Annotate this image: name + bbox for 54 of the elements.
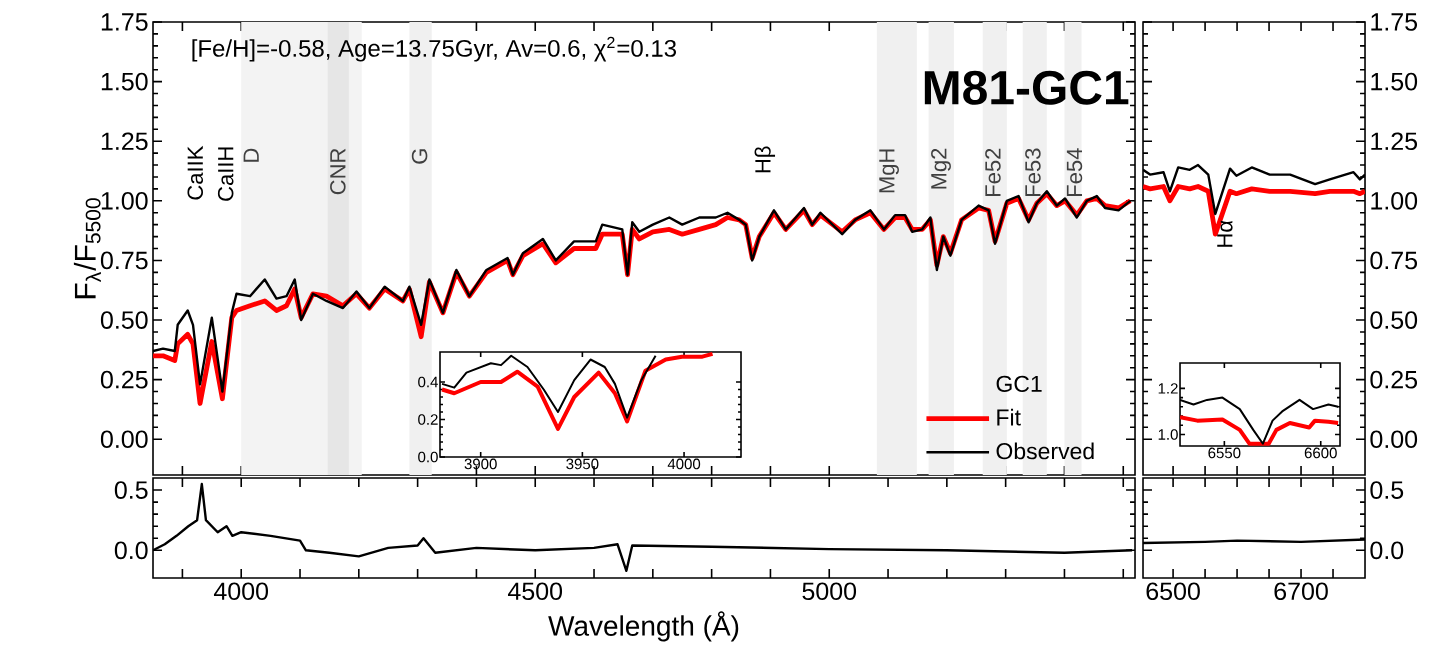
y-tick-label: 0.25 <box>100 370 148 389</box>
y-tick-label: 0.0 <box>114 541 148 560</box>
y-tick-label: 0.0 <box>1370 541 1404 560</box>
band-label: CNR <box>330 148 346 195</box>
band-label: Fe53 <box>1025 148 1041 196</box>
y-tick-label: 1.50 <box>1371 72 1418 91</box>
y-axis-title: F$_{λ}$/F$_{5500}$ <box>73 198 101 299</box>
y-tick-label: 0.75 <box>100 251 148 270</box>
x-tick-label: 4000 <box>667 458 701 470</box>
x-tick-label: 4000 <box>213 582 269 601</box>
band-label: D <box>243 148 259 162</box>
y-tick-label: 1.0 <box>1158 429 1178 440</box>
annotation: [Fe/H]=-0.58, Age=13.75Gyr, Av=0.6, χ$^{2}$=0.13 <box>192 36 677 62</box>
legend-title: GC1 <box>996 375 1042 392</box>
y-tick-label: 0.00 <box>100 430 148 449</box>
y-tick-label: 1.75 <box>1371 13 1418 31</box>
band-label: MgH <box>879 149 899 193</box>
annotation: Hβ <box>754 146 776 173</box>
y-tick-label: 1.2 <box>1158 383 1178 394</box>
y-tick-label: 0.50 <box>100 311 148 329</box>
y-tick-label: 0.4 <box>418 376 438 388</box>
x-tick-label: 3950 <box>566 458 599 470</box>
y-tick-label: 0.00 <box>1370 430 1418 449</box>
y-tick-label: 0.50 <box>1370 311 1418 329</box>
annotation: CaIIK <box>187 145 204 200</box>
y-tick-label: 0.0 <box>418 451 438 463</box>
x-tick-label: 4500 <box>507 582 563 601</box>
x-tick-label: 6550 <box>1208 447 1241 459</box>
y-tick-label: 1.25 <box>101 132 148 151</box>
y-tick-label: 1.75 <box>101 13 148 31</box>
x-tick-label: 3900 <box>464 458 497 470</box>
band-label: Fe52 <box>985 148 1001 196</box>
legend-label: Observed <box>996 442 1094 460</box>
y-tick-label: 0.75 <box>1370 251 1418 270</box>
band-label: G <box>411 149 428 164</box>
x-tick-label: 6500 <box>1146 582 1200 601</box>
x-tick-label: 6700 <box>1274 582 1328 601</box>
y-tick-label: 0.25 <box>1370 370 1418 389</box>
y-tick-label: 0.2 <box>418 414 438 425</box>
annotation: Hα <box>1217 220 1233 247</box>
y-tick-label: 1.00 <box>101 191 148 210</box>
x-tick-label: 6600 <box>1304 447 1337 459</box>
y-tick-label: 1.25 <box>1371 132 1418 151</box>
band-label: Mg2 <box>931 148 951 189</box>
x-axis-title: Wavelength (Å) <box>548 611 739 642</box>
band-label: Fe54 <box>1066 148 1083 196</box>
y-tick-label: 1.50 <box>101 72 148 91</box>
y-tick-label: 1.00 <box>1371 191 1418 210</box>
y-tick-label: 0.5 <box>114 481 148 499</box>
x-tick-label: 5000 <box>802 582 857 601</box>
annotation: M81-GC1 <box>924 70 1129 105</box>
legend-label: Fit <box>997 408 1021 426</box>
y-tick-label: 0.5 <box>1370 481 1404 499</box>
annotation: CaIIH <box>217 147 234 201</box>
